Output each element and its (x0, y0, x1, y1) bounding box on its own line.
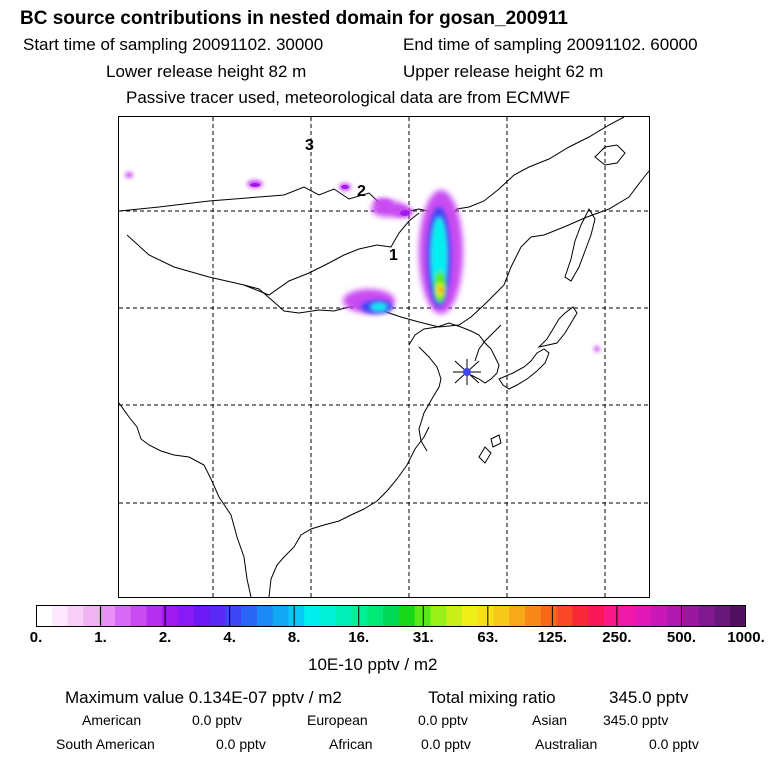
colorbar-cell (509, 605, 526, 627)
region-value-european: 0.0 pptv (418, 712, 468, 728)
region-value-asian: 345.0 pptv (603, 712, 669, 728)
colorbar-tick-label: 31. (412, 629, 434, 646)
colorbar-cell (256, 605, 274, 627)
upper-release-label: Upper release height 62 m (403, 62, 604, 81)
region-name-european: European (307, 712, 368, 728)
colorbar-cell (146, 605, 163, 627)
colorbar-cell (588, 605, 605, 627)
region-name-south-american: South American (56, 736, 155, 752)
region-value-south-american: 0.0 pptv (216, 736, 266, 752)
colorbar-cell (178, 605, 195, 627)
colorbar-tick-label: 1. (94, 629, 107, 646)
tracer-label: Passive tracer used, meteorological data… (126, 88, 571, 107)
map-label-1: 1 (389, 247, 398, 264)
colorbar-cell (730, 605, 746, 627)
colorbar-cell (398, 605, 416, 627)
colorbar-cell (162, 605, 179, 627)
colorbar-tick-label: 4. (223, 629, 236, 646)
region-name-australian: Australian (535, 736, 598, 752)
colorbar-cell (540, 605, 558, 627)
colorbar-cell (525, 605, 542, 627)
colorbar-cell (67, 605, 84, 627)
colorbar-cell (667, 605, 684, 627)
colorbar-cell (462, 605, 479, 627)
colorbar-cell (572, 605, 589, 627)
colorbar-tick-label: 125. (537, 629, 567, 646)
chart-title: BC source contributions in nested domain… (20, 8, 568, 29)
colorbar-cell (36, 605, 53, 627)
colorbar-cell (383, 605, 400, 627)
colorbar-cell (556, 605, 573, 627)
colorbar-tick-label: 1000. (727, 629, 765, 646)
map-svg: 1 2 3 (119, 117, 649, 597)
colorbar-cell (619, 605, 637, 627)
coastlines (119, 117, 649, 597)
total-mixing-value: 345.0 pptv (609, 688, 689, 707)
maximum-value-label: Maximum value 0.134E-07 pptv / m2 (65, 688, 342, 707)
colorbar-cell (351, 605, 368, 627)
colorbar-cell (335, 605, 353, 627)
colorbar-cell (682, 605, 700, 627)
start-time-label: Start time of sampling 20091102. 30000 (23, 35, 324, 54)
colorbar-cell (651, 605, 668, 627)
colorbar-tick-label: 250. (602, 629, 632, 646)
map-label-2: 2 (357, 183, 366, 200)
colorbar-cell (446, 605, 463, 627)
region-value-american: 0.0 pptv (192, 712, 242, 728)
concentration-plume (125, 172, 600, 352)
colorbar-cell (698, 605, 715, 627)
colorbar-cell (430, 605, 447, 627)
colorbar-cell (272, 605, 289, 627)
region-value-african: 0.0 pptv (421, 736, 471, 752)
colorbar-cell (114, 605, 132, 627)
colorbar-cell (83, 605, 100, 627)
colorbar-cell (635, 605, 652, 627)
region-name-african: African (329, 736, 373, 752)
colorbar-cell (304, 605, 321, 627)
colorbar-cell (493, 605, 510, 627)
colorbar-tick-label: 63. (477, 629, 499, 646)
colorbar (36, 605, 746, 627)
colorbar-tick-label: 2. (158, 629, 172, 646)
colorbar-tick-label: 16. (348, 629, 370, 646)
receptor-marker (453, 359, 481, 385)
colorbar-cell (130, 605, 147, 627)
colorbar-cell (367, 605, 384, 627)
map-panel: 1 2 3 (118, 116, 650, 598)
colorbar-cell (288, 605, 305, 627)
colorbar-cell (99, 605, 116, 627)
region-value-australian: 0.0 pptv (649, 736, 699, 752)
colorbar-cell (714, 605, 731, 627)
grid-lines (119, 117, 649, 597)
colorbar-cell (320, 605, 337, 627)
colorbar-cell (477, 605, 495, 627)
colorbar-cell (604, 605, 621, 627)
lower-release-label: Lower release height 82 m (106, 62, 307, 81)
region-name-asian: Asian (532, 712, 568, 728)
colorbar-cell (51, 605, 69, 627)
colorbar-cell (241, 605, 258, 627)
colorbar-cell (193, 605, 211, 627)
region-name-american: American (82, 712, 142, 728)
colorbar-tick-label: 500. (666, 629, 697, 646)
end-time-label: End time of sampling 20091102. 60000 (403, 35, 698, 54)
colorbar-unit-label: 10E-10 pptv / m2 (308, 655, 438, 674)
colorbar-cell (209, 605, 226, 627)
map-label-3: 3 (305, 137, 314, 154)
colorbar-cell (225, 605, 242, 627)
colorbar-tick-label: 0. (29, 629, 43, 646)
colorbar-tick-label: 8. (287, 629, 301, 646)
total-mixing-label: Total mixing ratio (428, 688, 556, 707)
